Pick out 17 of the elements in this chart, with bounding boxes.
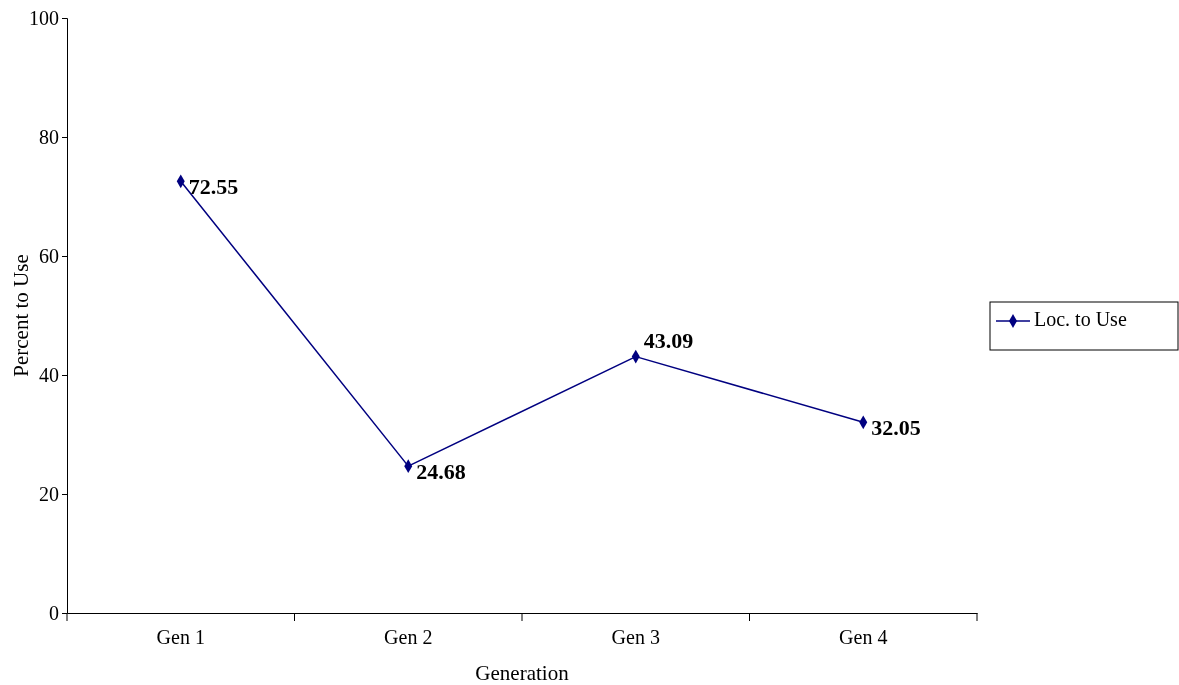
y-tick-label: 20 bbox=[39, 482, 59, 505]
data-label: 24.68 bbox=[416, 459, 466, 485]
x-tick-label: Gen 1 bbox=[156, 626, 205, 648]
x-tick-label: Gen 3 bbox=[611, 626, 660, 648]
data-label: 32.05 bbox=[871, 415, 921, 441]
y-tick-label: 80 bbox=[39, 125, 59, 148]
y-tick-label: 100 bbox=[29, 6, 59, 29]
data-label: 72.55 bbox=[188, 174, 239, 200]
y-tick-label: 60 bbox=[39, 244, 59, 267]
x-axis-title: Generation bbox=[475, 661, 570, 685]
y-axis-title: Percent to Use bbox=[9, 254, 33, 377]
y-tick-label: 40 bbox=[39, 363, 59, 386]
x-tick-label: Gen 4 bbox=[839, 626, 888, 648]
x-tick-label: Gen 2 bbox=[384, 626, 433, 648]
y-tick-label: 0 bbox=[49, 601, 59, 624]
legend-label: Loc. to Use bbox=[1034, 307, 1127, 330]
data-label: 43.09 bbox=[643, 327, 694, 353]
